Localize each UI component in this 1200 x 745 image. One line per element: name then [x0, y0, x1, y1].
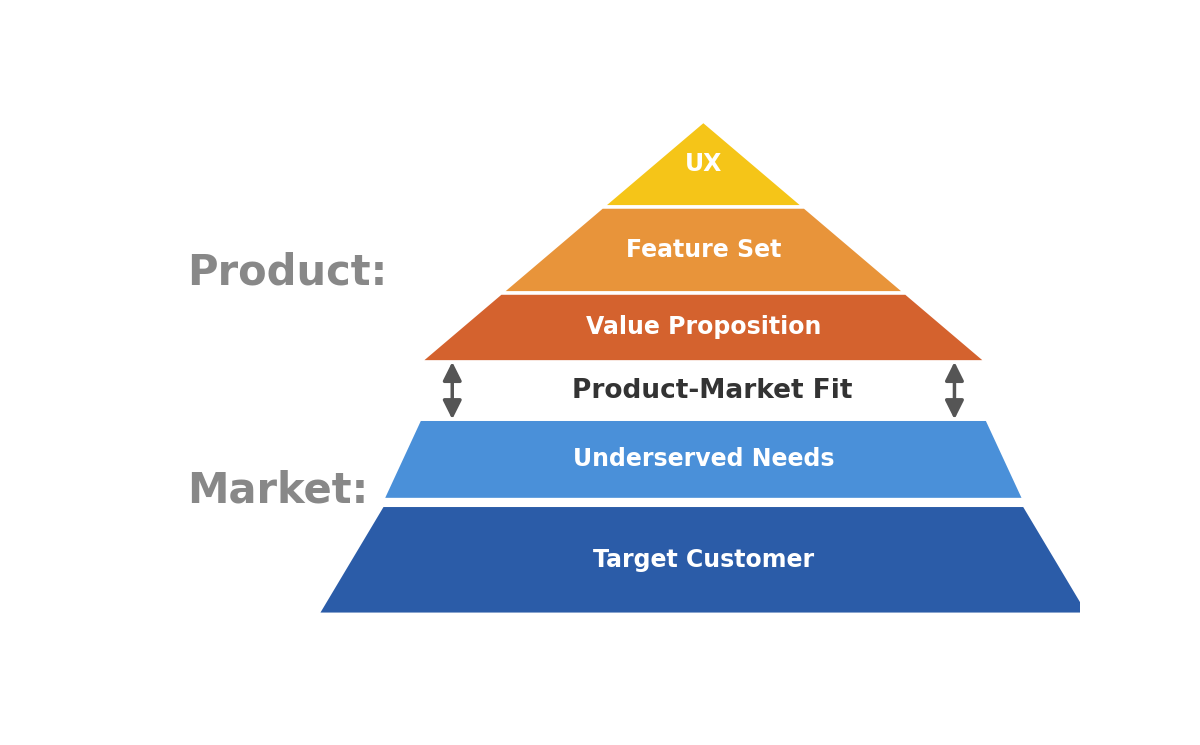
Polygon shape	[383, 419, 1024, 500]
Text: Feature Set: Feature Set	[625, 238, 781, 262]
Polygon shape	[602, 121, 805, 207]
Polygon shape	[317, 505, 1090, 615]
Text: Value Proposition: Value Proposition	[586, 315, 821, 340]
Text: Product-Market Fit: Product-Market Fit	[572, 378, 853, 404]
Polygon shape	[420, 293, 986, 362]
Polygon shape	[500, 207, 906, 293]
Text: UX: UX	[685, 152, 722, 176]
Text: Target Customer: Target Customer	[593, 548, 814, 572]
Text: Underserved Needs: Underserved Needs	[572, 448, 834, 472]
Text: Product:: Product:	[187, 252, 388, 294]
Text: Market:: Market:	[187, 470, 368, 512]
